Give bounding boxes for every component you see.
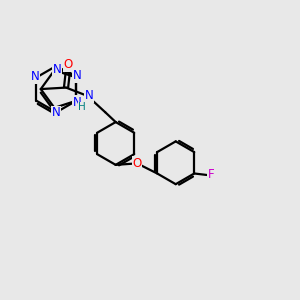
- Text: N: N: [52, 106, 61, 119]
- Text: N: N: [52, 63, 61, 76]
- Text: O: O: [133, 157, 142, 170]
- Text: N: N: [30, 70, 39, 83]
- Text: N: N: [73, 96, 81, 109]
- Text: N: N: [85, 89, 93, 102]
- Text: O: O: [64, 58, 73, 71]
- Text: H: H: [78, 102, 86, 112]
- Text: F: F: [208, 169, 215, 182]
- Text: N: N: [73, 70, 81, 83]
